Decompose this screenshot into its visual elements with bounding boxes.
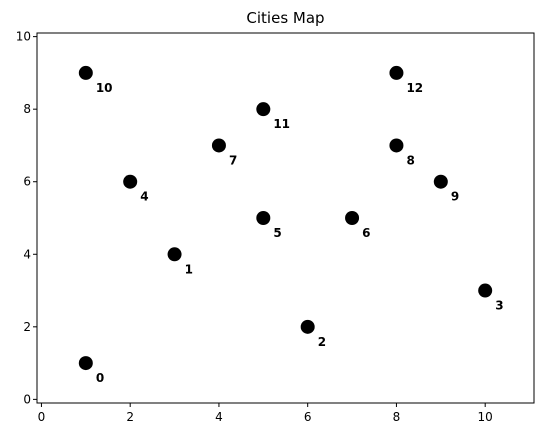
city-point-8 <box>389 138 404 153</box>
city-label-10: 10 <box>96 81 113 95</box>
city-point-12 <box>389 65 404 80</box>
city-label-3: 3 <box>495 299 503 313</box>
y-axis: 0 2 4 6 8 10 <box>16 30 37 406</box>
city-label-4: 4 <box>140 190 148 204</box>
city-label-8: 8 <box>406 153 414 167</box>
city-point-6 <box>345 211 360 225</box>
y-tick-label: 0 <box>23 392 31 406</box>
city-label-12: 12 <box>406 81 423 95</box>
city-point-2 <box>300 319 315 334</box>
city-label-7: 7 <box>229 153 237 167</box>
x-tick-label: 10 <box>478 410 493 424</box>
city-label-6: 6 <box>362 226 370 240</box>
x-tick-label: 8 <box>393 410 401 424</box>
city-point-0 <box>78 356 93 371</box>
x-tick-label: 6 <box>304 410 312 424</box>
city-label-9: 9 <box>451 190 459 204</box>
city-label-5: 5 <box>273 226 281 240</box>
city-point-1 <box>167 247 182 262</box>
x-tick-label: 2 <box>126 410 134 424</box>
city-point-3 <box>478 283 493 298</box>
y-tick-label: 6 <box>23 175 31 189</box>
city-label-1: 1 <box>185 262 193 276</box>
city-label-2: 2 <box>318 335 326 349</box>
city-point-5 <box>256 211 271 225</box>
city-point-4 <box>123 174 138 189</box>
points-layer <box>78 65 493 371</box>
city-point-7 <box>211 138 226 153</box>
x-tick-label: 0 <box>38 410 46 424</box>
y-tick-label: 4 <box>23 247 31 261</box>
city-point-9 <box>433 174 448 189</box>
city-label-11: 11 <box>273 117 290 131</box>
y-tick-label: 2 <box>23 320 31 334</box>
x-tick-label: 4 <box>215 410 223 424</box>
city-point-10 <box>78 65 93 80</box>
x-axis: 0 2 4 6 8 10 <box>38 403 493 424</box>
city-label-0: 0 <box>96 371 104 385</box>
plot-frame <box>36 32 535 404</box>
y-tick-label: 8 <box>23 102 31 116</box>
y-tick-label: 10 <box>16 30 31 44</box>
chart-title: Cities Map <box>246 9 324 27</box>
city-point-11 <box>256 102 271 117</box>
